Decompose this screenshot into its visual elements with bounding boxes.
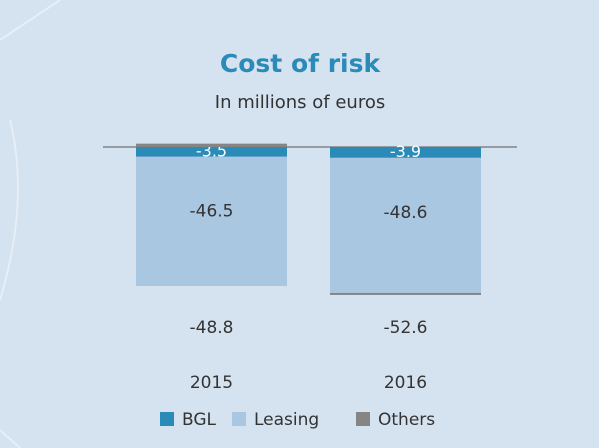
legend-label: BGL [182,410,217,430]
bar-segment [136,147,287,157]
chart-title: Cost of risk [220,49,382,78]
legend-swatch [356,412,370,426]
bar-segment [330,147,481,158]
decoration [0,0,61,448]
legend-swatch [160,412,174,426]
chart-subtitle: In millions of euros [215,92,385,113]
x-tick-label: 2015 [190,373,233,393]
legend-label: Leasing [254,410,319,430]
legend-label: Others [378,410,435,430]
bar-segment [330,157,481,293]
value-label: -3.9 [390,142,421,161]
total-label: -48.8 [190,318,234,338]
total-label: -52.6 [384,318,428,338]
bar-segment [136,143,287,147]
bar-segment [136,156,287,286]
value-label: -46.5 [190,202,234,222]
bar-segment [330,292,481,295]
x-tick-label: 2016 [384,373,427,393]
legend-swatch [232,412,246,426]
value-label: -48.6 [384,203,428,223]
